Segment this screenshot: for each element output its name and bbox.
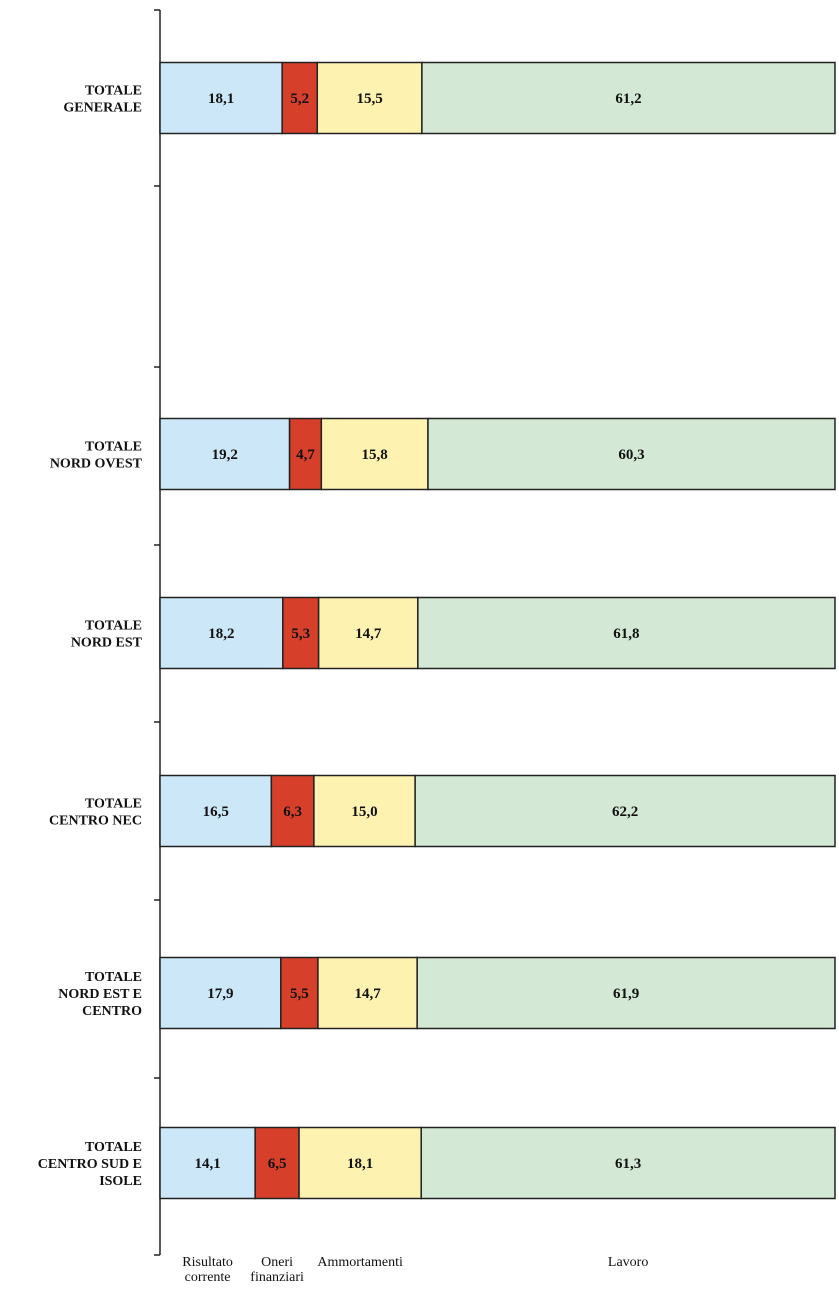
data-label-0-0: 18,1 <box>208 91 234 107</box>
bar-segment-3-3 <box>414 774 836 848</box>
data-label-0-3: 61,2 <box>615 91 641 107</box>
bar-segment-2-2 <box>317 596 419 670</box>
bar-segment-4-0 <box>159 956 282 1030</box>
axis-layer <box>154 9 161 1256</box>
legend-label-2-0: Ammortamenti <box>317 1255 403 1270</box>
bar-segment-4-1 <box>280 956 319 1030</box>
legend-label-0-0: Risultato <box>182 1255 233 1270</box>
bar-segment-1-1 <box>288 417 323 491</box>
data-label-3-1: 6,3 <box>283 804 302 820</box>
data-label-4-3: 61,9 <box>613 986 639 1002</box>
bar-segment-4-2 <box>317 956 418 1030</box>
bar-group-0: 18,1 5,2 15,5 61,2 <box>159 61 836 135</box>
bar-segment-4-3 <box>416 956 836 1030</box>
category-label-5-1: CENTRO SUD E <box>38 1157 142 1172</box>
bar-segment-5-3 <box>420 1126 836 1200</box>
category-label-1-0: TOTALE <box>85 440 142 455</box>
data-label-0-1: 5,2 <box>290 91 309 107</box>
data-label-1-0: 19,2 <box>212 447 238 463</box>
bar-segment-3-0 <box>159 774 273 848</box>
data-label-3-0: 16,5 <box>203 804 229 820</box>
bar-segment-5-2 <box>298 1126 422 1200</box>
data-label-5-0: 14,1 <box>194 1156 220 1172</box>
bars-layer: 18,1 5,2 15,5 61,2 19,2 4,7 15,8 60,3 18,2 5,3 14,… <box>159 61 836 1200</box>
data-label-5-1: 6,5 <box>268 1156 287 1172</box>
data-label-5-2: 18,1 <box>347 1156 373 1172</box>
category-label-0-0: TOTALE <box>85 84 142 99</box>
category-label-3-1: CENTRO NEC <box>49 814 142 829</box>
bar-segment-2-3 <box>417 596 836 670</box>
bar-segment-5-1 <box>254 1126 300 1200</box>
bar-group-2: 18,2 5,3 14,7 61,8 <box>159 596 836 670</box>
data-label-3-2: 15,0 <box>351 804 377 820</box>
data-label-0-2: 15,5 <box>356 91 382 107</box>
bar-group-4: 17,9 5,5 14,7 61,9 <box>159 956 836 1030</box>
bar-segment-1-0 <box>159 417 291 491</box>
data-label-3-3: 62,2 <box>612 804 638 820</box>
category-label-0-1: GENERALE <box>63 101 142 116</box>
category-label-2-0: TOTALE <box>85 619 142 634</box>
category-label-4-0: TOTALE <box>85 970 142 985</box>
category-label-1-1: NORD OVEST <box>50 457 143 472</box>
data-label-2-2: 14,7 <box>355 626 382 642</box>
bar-segment-1-2 <box>320 417 429 491</box>
bar-segment-1-3 <box>427 417 836 491</box>
bar-segment-5-0 <box>159 1126 256 1200</box>
bar-group-5: 14,1 6,5 18,1 61,3 <box>159 1126 836 1200</box>
bar-group-1: 19,2 4,7 15,8 60,3 <box>159 417 836 491</box>
category-labels: TOTALE GENERALE TOTALE NORD OVEST TOTALE NORD… <box>38 84 143 1190</box>
legend-label-1-1: finanziari <box>250 1270 304 1285</box>
legend-label-3-0: Lavoro <box>608 1255 648 1270</box>
data-label-1-3: 60,3 <box>618 447 644 463</box>
legend-label-0-1: corrente <box>185 1270 231 1285</box>
bar-group-3: 16,5 6,3 15,0 62,2 <box>159 774 836 848</box>
data-label-4-1: 5,5 <box>290 986 309 1002</box>
category-label-2-1: NORD EST <box>71 636 143 651</box>
category-label-4-2: CENTRO <box>82 1004 142 1019</box>
data-label-5-3: 61,3 <box>615 1156 641 1172</box>
bar-segment-3-2 <box>313 774 416 848</box>
bar-segment-0-3 <box>421 61 836 135</box>
category-label-3-0: TOTALE <box>85 797 142 812</box>
category-label-5-2: ISOLE <box>99 1174 142 1189</box>
legend-label-1-0: Oneri <box>261 1255 293 1270</box>
category-label-5-0: TOTALE <box>85 1140 142 1155</box>
data-label-4-0: 17,9 <box>207 986 233 1002</box>
bar-segment-0-1 <box>281 61 319 135</box>
bar-segment-2-0 <box>159 596 284 670</box>
data-label-2-3: 61,8 <box>613 626 639 642</box>
category-label-4-1: NORD EST E <box>58 987 142 1002</box>
data-label-2-1: 5,3 <box>291 626 310 642</box>
data-label-1-2: 15,8 <box>362 447 388 463</box>
bar-segment-2-1 <box>282 596 320 670</box>
data-label-4-2: 14,7 <box>354 986 381 1002</box>
data-label-2-0: 18,2 <box>208 626 234 642</box>
bar-segment-0-2 <box>316 61 423 135</box>
data-label-1-1: 4,7 <box>296 447 315 463</box>
